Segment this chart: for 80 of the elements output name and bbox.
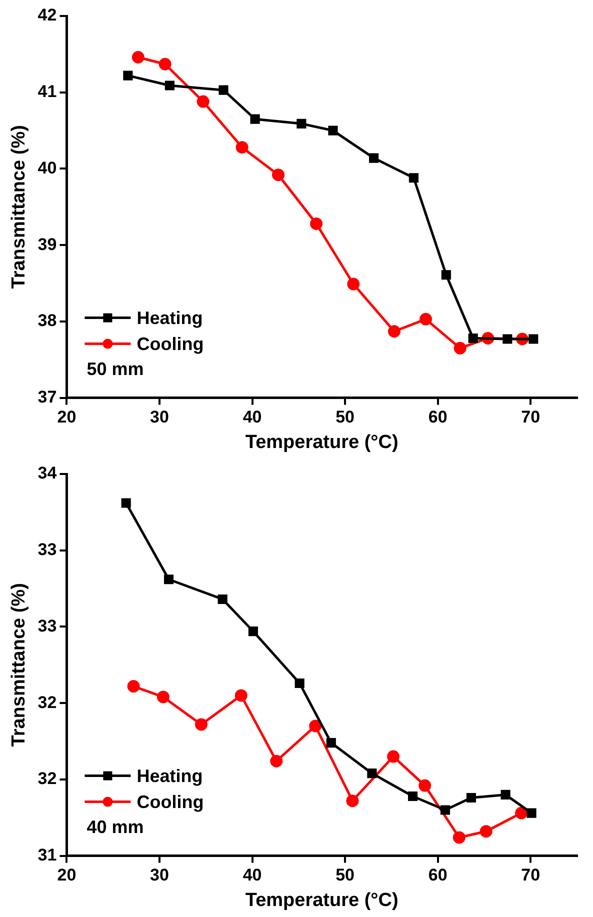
point (387, 750, 400, 763)
y-tick-label: 38 (38, 311, 57, 330)
point (480, 825, 492, 838)
legend-label: Heating (136, 308, 203, 328)
point (440, 805, 450, 815)
x-tick-label: 50 (336, 408, 355, 427)
point (408, 173, 418, 183)
y-tick-label: 31 (38, 845, 57, 864)
legend-label: Heating (136, 766, 203, 786)
point (369, 153, 379, 163)
point (346, 794, 359, 808)
point (158, 58, 172, 70)
point (218, 85, 228, 95)
x-tick-label: 70 (521, 866, 540, 885)
annotation: 40 mm (86, 816, 144, 837)
y-tick-label: 33 (38, 616, 57, 636)
y-tick-label: 32 (38, 692, 57, 712)
point (468, 333, 478, 344)
y-tick-label: 37 (38, 387, 57, 406)
point (236, 141, 248, 154)
point (418, 779, 432, 792)
point (156, 690, 170, 704)
point (121, 498, 131, 508)
point (127, 680, 140, 693)
point (515, 806, 528, 820)
point (132, 50, 144, 64)
point (164, 574, 174, 584)
point (441, 270, 451, 280)
point (294, 678, 304, 688)
x-tick-label: 20 (57, 408, 76, 427)
point (194, 718, 208, 731)
point (326, 738, 336, 748)
annotation: 50 mm (86, 358, 144, 379)
point (466, 792, 476, 803)
point (218, 594, 228, 604)
y-tick-label: 33 (38, 540, 57, 560)
legend-label: Cooling (136, 334, 204, 354)
point (164, 80, 174, 90)
y-tick-label: 40 (38, 158, 57, 178)
point (250, 114, 260, 124)
y-tick-label: 34 (38, 464, 58, 483)
x-tick-label: 40 (242, 408, 262, 427)
point (234, 689, 248, 702)
point (500, 790, 510, 800)
point (388, 325, 400, 338)
point (347, 278, 360, 290)
legend-label: Cooling (136, 792, 204, 812)
y-axis-title: Transmittance (%) (8, 125, 30, 289)
x-tick-label: 20 (57, 866, 76, 885)
point (328, 126, 338, 136)
point (123, 70, 133, 80)
point (310, 217, 323, 230)
x-tick-label: 70 (521, 408, 540, 427)
point (367, 768, 377, 778)
x-axis-title: Temperature (°C) (245, 890, 398, 911)
x-tick-label: 40 (242, 866, 262, 885)
point (272, 168, 284, 182)
point (526, 808, 536, 818)
point (309, 720, 322, 732)
y-tick-label: 41 (38, 82, 57, 102)
point (196, 95, 210, 108)
y-axis-title: Transmittance (%) (8, 583, 30, 747)
y-tick-label: 39 (38, 234, 57, 254)
point (270, 754, 283, 768)
x-tick-label: 50 (336, 866, 355, 885)
y-tick-label: 32 (38, 769, 57, 788)
y-tick-label: 42 (38, 6, 57, 25)
x-tick-label: 30 (150, 866, 169, 885)
x-tick-label: 60 (428, 408, 448, 427)
point (408, 791, 418, 802)
x-tick-label: 60 (428, 866, 448, 885)
point (420, 312, 432, 326)
point (452, 831, 466, 844)
x-axis-title: Temperature (°C) (245, 432, 398, 453)
point (296, 118, 306, 128)
point (502, 334, 512, 344)
point (528, 334, 538, 344)
point (248, 626, 258, 636)
point (454, 342, 466, 354)
x-tick-label: 30 (150, 408, 169, 427)
